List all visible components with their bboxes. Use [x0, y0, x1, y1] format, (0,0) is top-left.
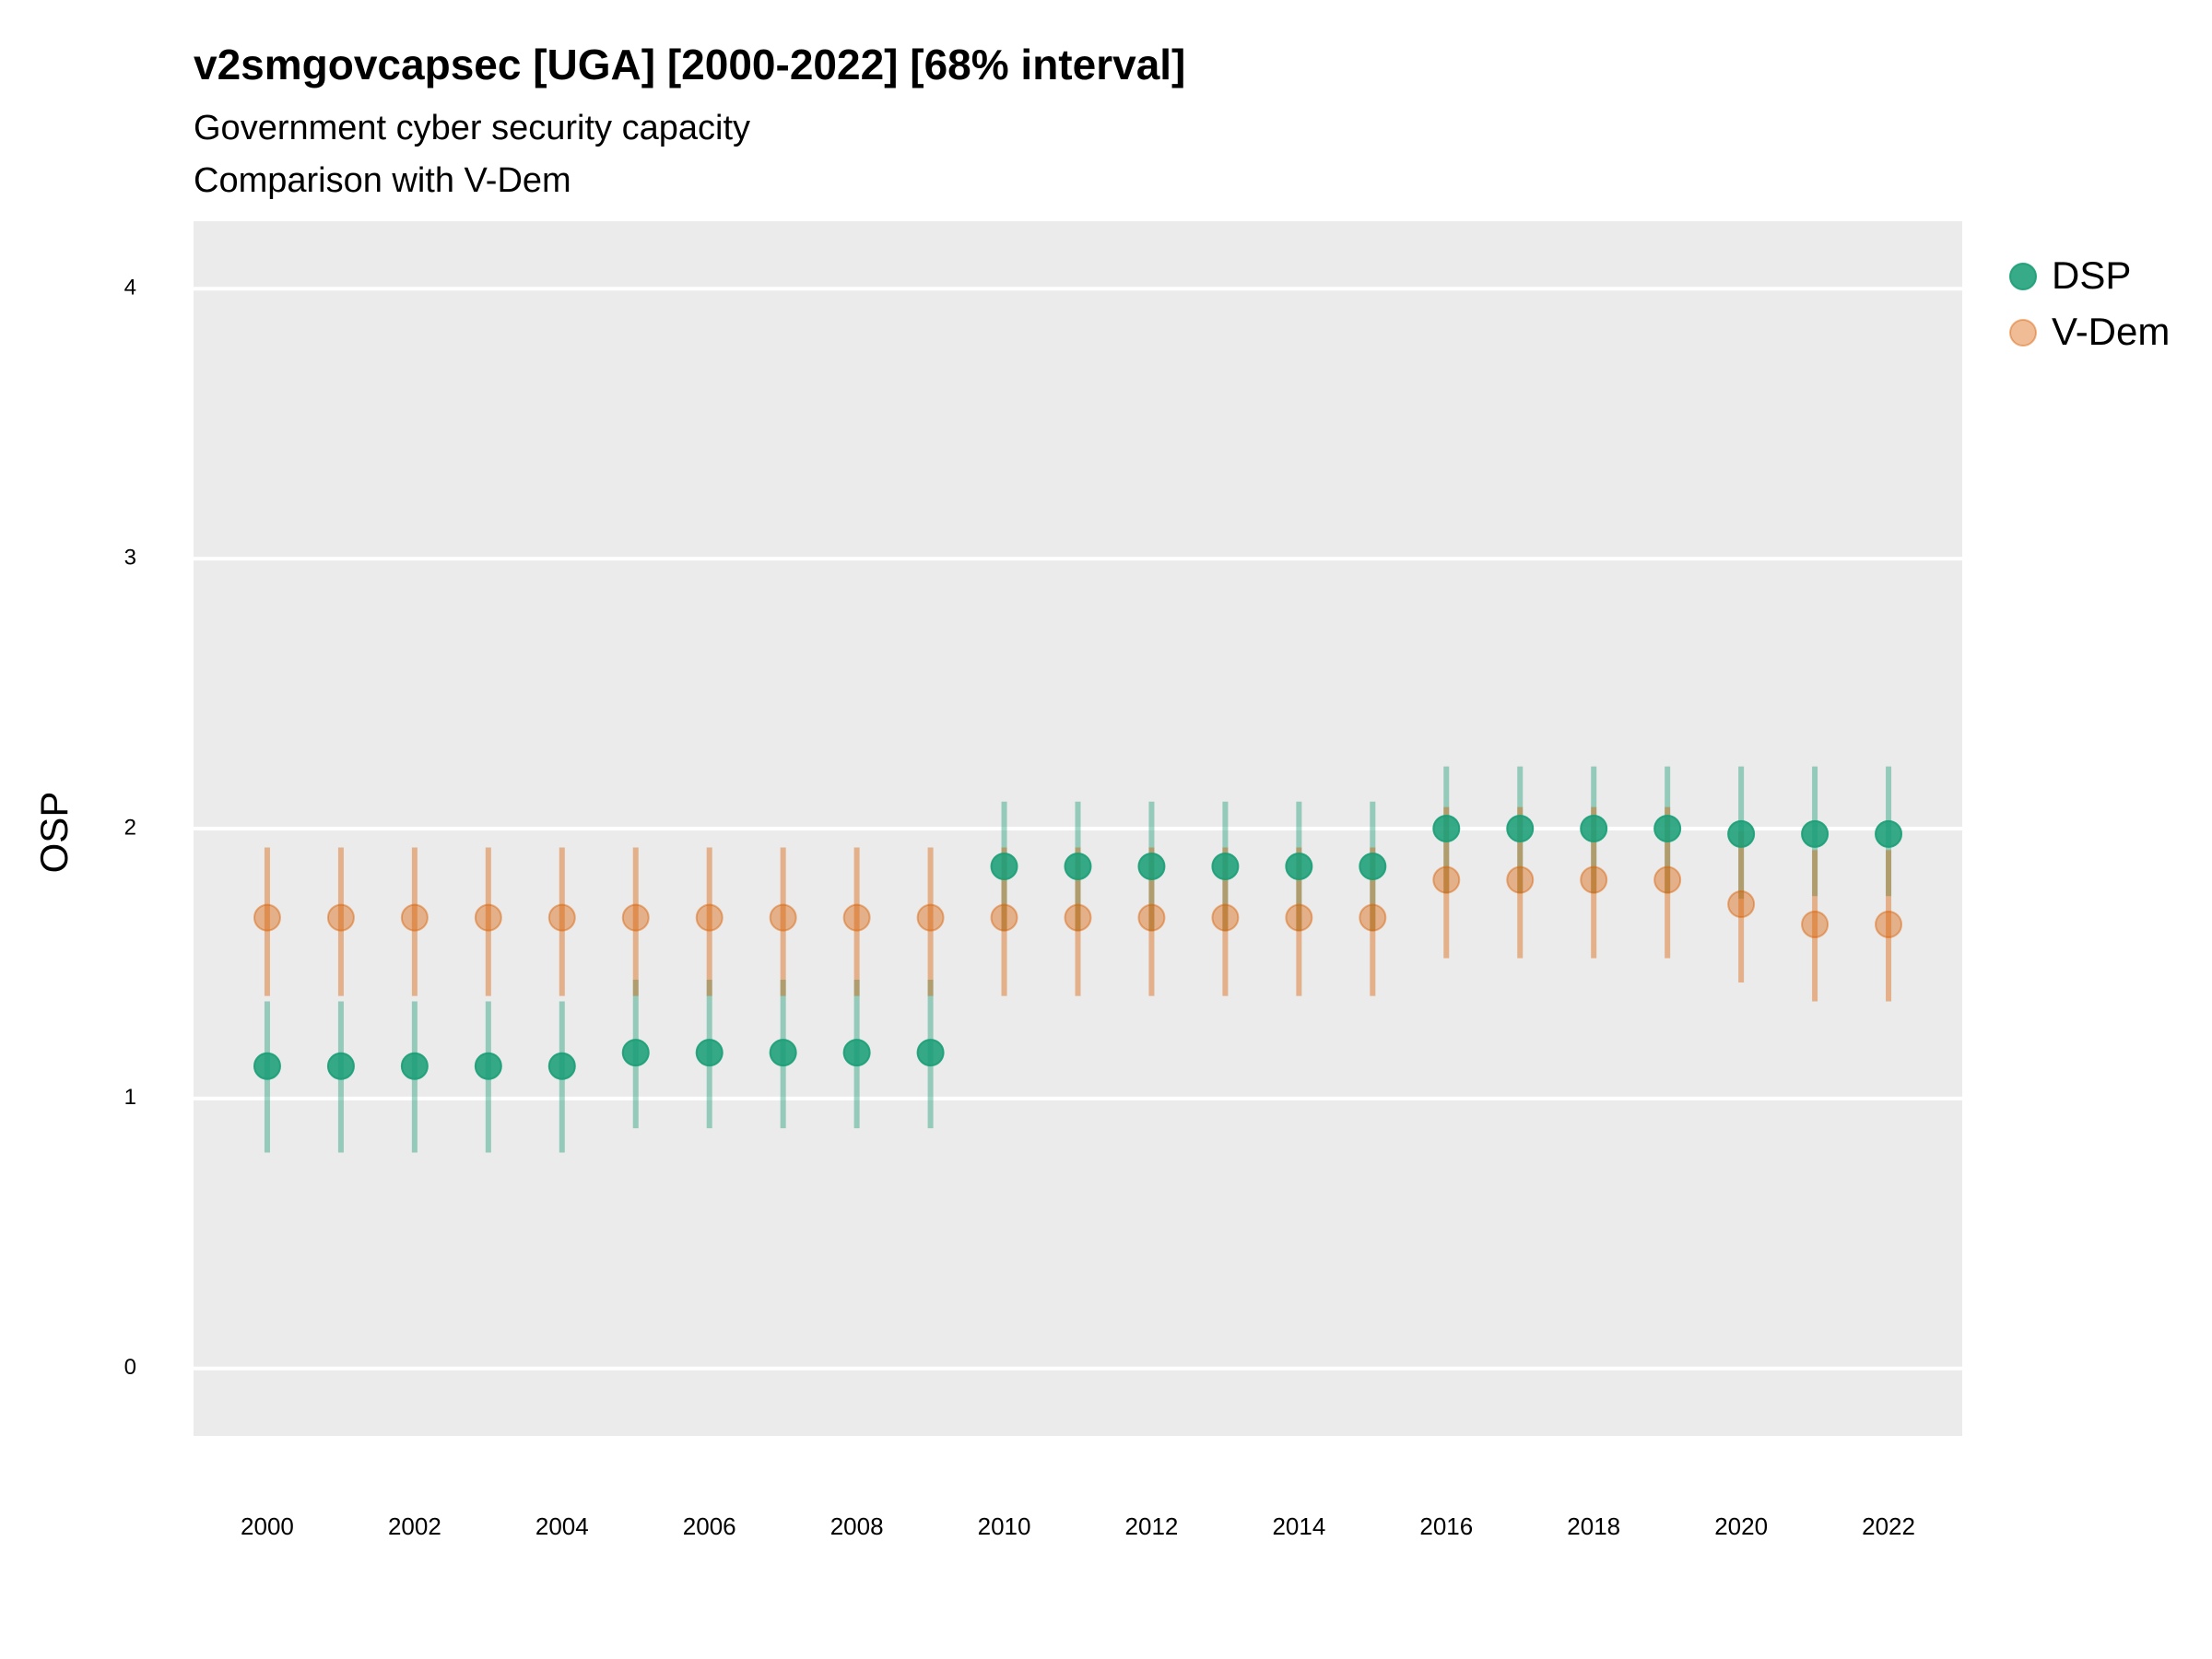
legend-marker	[2009, 319, 2037, 347]
point	[1580, 815, 1608, 842]
y-axis-label: OSP	[32, 792, 76, 874]
y-tick-label: 2	[124, 815, 136, 840]
point	[1727, 819, 1756, 848]
point	[1211, 853, 1240, 881]
point	[1653, 865, 1682, 894]
point	[1064, 903, 1092, 932]
y-tick-label: 3	[124, 545, 136, 570]
y-tick-label: 0	[124, 1355, 136, 1380]
point	[253, 1052, 281, 1080]
legend-label: DSP	[2052, 253, 2131, 297]
x-tick-label: 2000	[241, 1512, 294, 1540]
point	[1285, 853, 1313, 881]
x-tick-label: 2020	[1714, 1512, 1768, 1540]
chart-subtitle: Government cyber security capacity	[194, 109, 750, 147]
x-tick-label: 2002	[388, 1512, 441, 1540]
point	[1285, 903, 1313, 932]
point	[400, 903, 429, 932]
x-tick-label: 2022	[1862, 1512, 1915, 1540]
point	[1653, 815, 1682, 842]
point	[1727, 890, 1756, 919]
x-tick-label: 2012	[1125, 1512, 1179, 1540]
point	[621, 903, 650, 932]
point	[1875, 819, 1903, 848]
x-tick-label: 2014	[1272, 1512, 1325, 1540]
point	[326, 903, 355, 932]
legend-label: V-Dem	[2052, 310, 2170, 353]
point	[1801, 819, 1830, 848]
point	[547, 1052, 576, 1080]
point	[842, 1039, 871, 1067]
point	[1506, 815, 1535, 842]
point	[400, 1052, 429, 1080]
x-tick-label: 2008	[830, 1512, 884, 1540]
point	[1137, 903, 1166, 932]
point	[621, 1039, 650, 1067]
point	[1506, 865, 1535, 894]
point	[695, 903, 724, 932]
point	[253, 903, 281, 932]
point	[1432, 865, 1461, 894]
point	[1137, 853, 1166, 881]
point	[1359, 903, 1387, 932]
point	[1064, 853, 1092, 881]
x-tick-label: 2016	[1419, 1512, 1473, 1540]
y-tick-label: 1	[124, 1085, 136, 1110]
chart-title: v2smgovcapsec [UGA] [2000-2022] [68% int…	[194, 41, 1185, 88]
point	[695, 1039, 724, 1067]
chart-subtitle: Comparison with V-Dem	[194, 161, 571, 200]
point	[1211, 903, 1240, 932]
point	[1801, 910, 1830, 938]
point	[1359, 853, 1387, 881]
legend-marker	[2009, 263, 2037, 290]
x-tick-label: 2006	[683, 1512, 736, 1540]
point	[326, 1052, 355, 1080]
point	[990, 903, 1018, 932]
point	[1580, 865, 1608, 894]
point	[547, 903, 576, 932]
point	[990, 853, 1018, 881]
x-tick-label: 2010	[978, 1512, 1031, 1540]
point	[916, 903, 945, 932]
point	[769, 1039, 797, 1067]
x-tick-label: 2018	[1567, 1512, 1620, 1540]
y-tick-label: 4	[124, 276, 136, 300]
point	[842, 903, 871, 932]
point	[1875, 910, 1903, 938]
point	[474, 903, 502, 932]
point	[1432, 815, 1461, 842]
point	[474, 1052, 502, 1080]
x-tick-label: 2004	[535, 1512, 589, 1540]
point	[916, 1039, 945, 1067]
point	[769, 903, 797, 932]
